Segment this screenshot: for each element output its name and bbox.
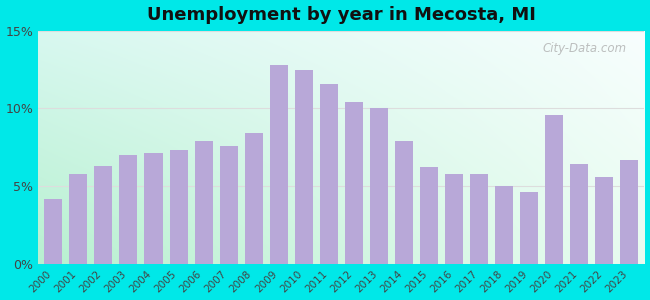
Bar [244, 133, 263, 264]
Bar [420, 167, 438, 264]
Bar [620, 160, 638, 264]
Bar [395, 141, 413, 264]
Bar [320, 83, 338, 264]
Text: City-Data.com: City-Data.com [542, 42, 626, 55]
Bar [470, 174, 488, 264]
Bar [570, 164, 588, 264]
Bar [144, 154, 162, 264]
Bar [495, 186, 514, 264]
Bar [170, 150, 188, 264]
Bar [120, 155, 138, 264]
Bar [70, 174, 87, 264]
Bar [545, 115, 564, 264]
Bar [370, 108, 388, 264]
Bar [345, 102, 363, 264]
Bar [194, 141, 213, 264]
Bar [270, 65, 288, 264]
Bar [220, 146, 238, 264]
Bar [44, 199, 62, 264]
Bar [445, 174, 463, 264]
Bar [595, 177, 614, 264]
Title: Unemployment by year in Mecosta, MI: Unemployment by year in Mecosta, MI [147, 6, 536, 24]
Bar [295, 70, 313, 264]
Bar [94, 166, 112, 264]
Bar [520, 192, 538, 264]
